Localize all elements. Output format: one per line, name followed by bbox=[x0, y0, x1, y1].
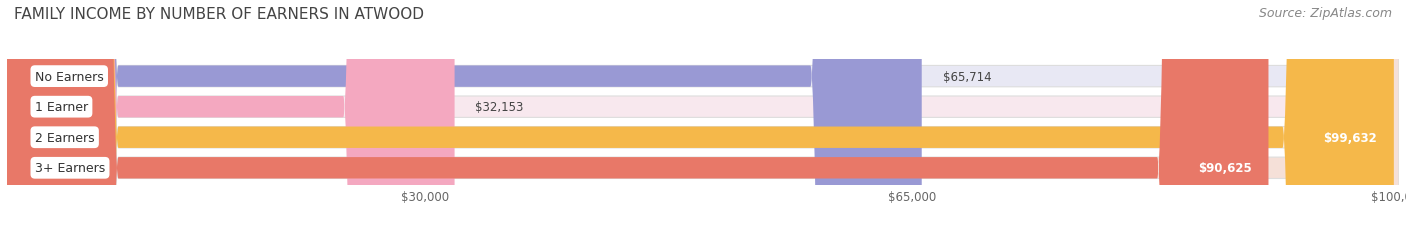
FancyBboxPatch shape bbox=[7, 0, 1399, 231]
FancyBboxPatch shape bbox=[7, 0, 922, 231]
Text: $32,153: $32,153 bbox=[475, 101, 524, 114]
FancyBboxPatch shape bbox=[7, 0, 1268, 231]
FancyBboxPatch shape bbox=[7, 0, 1393, 231]
Text: 2 Earners: 2 Earners bbox=[35, 131, 94, 144]
Text: FAMILY INCOME BY NUMBER OF EARNERS IN ATWOOD: FAMILY INCOME BY NUMBER OF EARNERS IN AT… bbox=[14, 7, 425, 22]
Text: $99,632: $99,632 bbox=[1323, 131, 1376, 144]
Text: $65,714: $65,714 bbox=[942, 70, 991, 83]
FancyBboxPatch shape bbox=[7, 0, 1399, 231]
Text: 1 Earner: 1 Earner bbox=[35, 101, 89, 114]
Text: 3+ Earners: 3+ Earners bbox=[35, 162, 105, 175]
Text: Source: ZipAtlas.com: Source: ZipAtlas.com bbox=[1258, 7, 1392, 20]
FancyBboxPatch shape bbox=[7, 0, 454, 231]
FancyBboxPatch shape bbox=[7, 0, 1399, 231]
FancyBboxPatch shape bbox=[7, 0, 1399, 231]
Text: No Earners: No Earners bbox=[35, 70, 104, 83]
Text: $90,625: $90,625 bbox=[1198, 162, 1251, 175]
